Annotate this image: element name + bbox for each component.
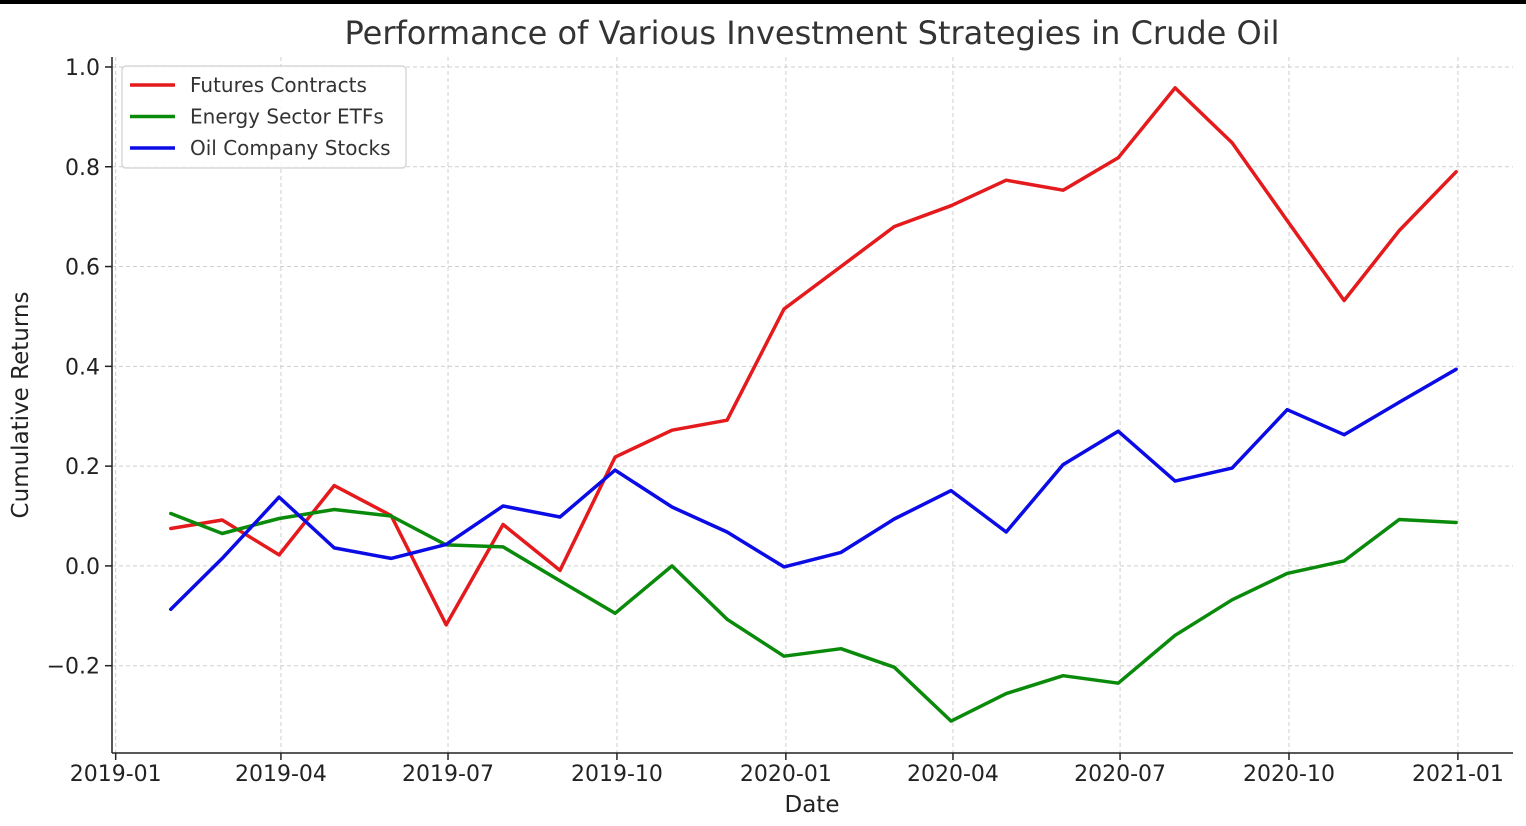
x-tick-label: 2019-10 xyxy=(571,762,663,787)
y-axis-label: Cumulative Returns xyxy=(8,292,34,519)
legend-label: Energy Sector ETFs xyxy=(190,105,384,129)
x-tick-label: 2019-07 xyxy=(402,762,494,787)
y-tick-label: 0.0 xyxy=(65,555,100,580)
legend-box xyxy=(121,65,407,169)
series-line-energy-sector-etfs xyxy=(169,507,1458,723)
legend-label: Futures Contracts xyxy=(190,73,367,97)
x-tick-label: 2019-01 xyxy=(70,762,162,787)
x-axis-label: Date xyxy=(785,792,840,818)
series-lines xyxy=(169,86,1458,723)
top-border xyxy=(0,0,1526,4)
chart-title: Performance of Various Investment Strate… xyxy=(344,14,1279,52)
x-tick-label: 2019-04 xyxy=(235,762,327,787)
y-tick-label: 0.6 xyxy=(65,256,100,281)
x-tick-label: 2020-07 xyxy=(1074,762,1166,787)
x-tick-label: 2020-10 xyxy=(1243,762,1335,787)
x-tick-label: 2021-01 xyxy=(1412,762,1504,787)
y-tick-label: 0.4 xyxy=(65,355,100,380)
legend: Futures Contracts Energy Sector ETFs Oil C… xyxy=(121,65,407,169)
y-tick-label: −0.2 xyxy=(47,655,100,680)
y-tick-label: 1.0 xyxy=(65,56,100,81)
y-tick-label: 0.8 xyxy=(65,156,100,181)
legend-label: Oil Company Stocks xyxy=(190,136,391,160)
x-tick-label: 2020-01 xyxy=(740,762,832,787)
y-ticks: 1.0 0.8 0.6 0.4 0.2 0.0 −0.2 xyxy=(47,56,112,680)
x-ticks: 2019-01 2019-04 2019-07 2019-10 2020-01 2020-… xyxy=(70,753,1504,787)
y-tick-label: 0.2 xyxy=(65,455,100,480)
series-line-oil-company-stocks xyxy=(169,367,1458,612)
x-tick-label: 2020-04 xyxy=(907,762,999,787)
series-line-futures-contracts xyxy=(169,86,1458,627)
axes xyxy=(111,57,1513,754)
